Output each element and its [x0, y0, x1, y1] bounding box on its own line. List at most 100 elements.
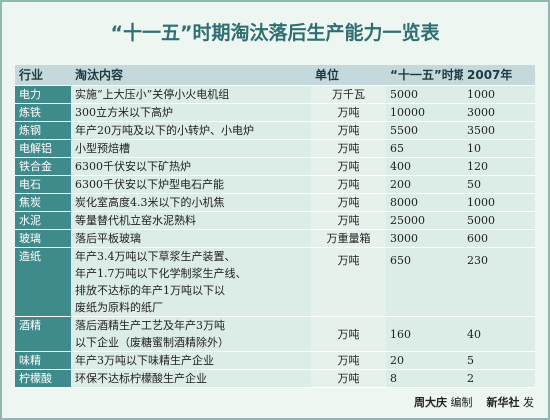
header-row: 行业 淘汰内容 单位 “十一五”时期 2007年	[15, 65, 535, 86]
amount: 230	[463, 247, 535, 317]
unit: 万吨	[311, 103, 386, 122]
column-header: 行业	[15, 65, 71, 86]
content-line: 年产1.7万吨以下化学制浆生产线、	[75, 267, 247, 280]
amount: 1000	[463, 193, 535, 212]
industry: 水泥	[15, 211, 71, 230]
content: 等量替代机立窑水泥熟料	[71, 211, 311, 230]
amount: 65	[386, 139, 463, 158]
content: 炭化室高度4.3米以下的小机焦	[71, 193, 311, 212]
industry: 玻璃	[15, 229, 71, 248]
table-row: 玻璃 落后平板玻璃 万重量箱 3000 600	[15, 229, 535, 248]
publisher: 新华社	[486, 396, 520, 409]
amount: 8	[386, 369, 463, 388]
amount: 650	[386, 247, 463, 317]
amount: 3000	[386, 229, 463, 248]
industry: 味精	[15, 351, 71, 370]
table-row: 电力 实施“上大压小”关停小火电机组 万千瓦 5000 1000	[15, 85, 535, 104]
table-row: 炼钢 年产20万吨及以下的小转炉、小电炉 万吨 5500 3500	[15, 121, 535, 140]
content: 年产3万吨以下味精生产企业	[71, 351, 311, 370]
industry: 电力	[15, 85, 71, 104]
industry: 柠檬酸	[15, 369, 71, 388]
industry: 焦炭	[15, 193, 71, 212]
table-row: 水泥 等量替代机立窑水泥熟料 万吨 25000 5000	[15, 211, 535, 230]
content: 小型预焙槽	[71, 139, 311, 158]
unit: 万吨	[311, 247, 386, 317]
column-header: 单位	[311, 65, 386, 86]
unit: 万吨	[311, 139, 386, 158]
amount: 10	[463, 139, 535, 158]
amount: 5500	[386, 121, 463, 140]
author-role: 编制	[450, 396, 473, 409]
amount: 1000	[463, 85, 535, 104]
table-row: 电解铝 小型预焙槽 万吨 65 10	[15, 139, 535, 158]
content: 6300千伏安以下炉型电石产能	[71, 175, 311, 194]
industry: 造纸	[15, 247, 71, 317]
industry: 酒精	[15, 316, 71, 352]
content-line: 实施“上大压小”关停小火电机组	[75, 88, 230, 101]
table-row: 电石 6300千伏安以下炉型电石产能 万吨 200 50	[15, 175, 535, 194]
content-line: 6300千伏安以下矿热炉	[75, 160, 191, 173]
footer: 周大庆 编制 新华社 发	[414, 394, 534, 410]
industry: 铁合金	[15, 157, 71, 176]
content: 年产20万吨及以下的小转炉、小电炉	[71, 121, 311, 140]
unit: 万吨	[311, 211, 386, 230]
industry: 电解铝	[15, 139, 71, 158]
amount: 5000	[386, 85, 463, 104]
amount: 3000	[463, 103, 535, 122]
unit: 万吨	[311, 175, 386, 194]
amount: 50	[463, 175, 535, 194]
table-row: 味精 年产3万吨以下味精生产企业 万吨 20 5	[15, 351, 535, 370]
unit: 万千瓦	[311, 85, 386, 104]
content-line: 6300千伏安以下炉型电石产能	[75, 178, 224, 191]
column-header: 2007年	[463, 65, 535, 86]
amount: 5	[463, 351, 535, 370]
unit: 万吨	[311, 351, 386, 370]
content-line: 年产3万吨以下味精生产企业	[75, 354, 214, 367]
content-line: 以下企业（废糖蜜制酒精除外）	[75, 336, 229, 349]
unit: 万吨	[311, 193, 386, 212]
unit: 万吨	[311, 157, 386, 176]
column-header: 淘汰内容	[71, 65, 311, 86]
column-header: “十一五”时期	[386, 65, 463, 86]
content-line: 小型预焙槽	[75, 142, 130, 155]
title: “十一五”时期淘汰落后生产能力一览表	[110, 22, 440, 44]
amount: 5000	[463, 211, 535, 230]
content: 落后平板玻璃	[71, 229, 311, 248]
unit: 万吨	[311, 121, 386, 140]
amount: 40	[463, 316, 535, 352]
amount: 25000	[386, 211, 463, 230]
content-line: 落后酒精生产工艺及年产3万吨	[75, 319, 225, 332]
table-row: 柠檬酸 环保不达标柠檬酸生产企业 万吨 8 2	[15, 369, 535, 388]
amount: 10000	[386, 103, 463, 122]
amount: 120	[463, 157, 535, 176]
table: 行业 淘汰内容 单位 “十一五”时期 2007年 电力 实施“上大压小”关停小火电机组 万千…	[15, 65, 535, 388]
amount: 600	[463, 229, 535, 248]
content-line: 炭化室高度4.3米以下的小机焦	[75, 196, 225, 209]
content-line: 300立方米以下高炉	[75, 106, 173, 119]
content-line: 年产20万吨及以下的小转炉、小电炉	[75, 124, 254, 137]
content: 年产3.4万吨以下草浆生产装置、 年产1.7万吨以下化学制浆生产线、 排放不达标的年…	[71, 247, 311, 317]
industry: 电石	[15, 175, 71, 194]
unit: 万重量箱	[311, 229, 386, 248]
content-line: 年产3.4万吨以下草浆生产装置、	[75, 250, 236, 263]
table-row: 炼铁 300立方米以下高炉 万吨 10000 3000	[15, 103, 535, 122]
content: 落后酒精生产工艺及年产3万吨 以下企业（废糖蜜制酒精除外）	[71, 316, 311, 352]
content: 实施“上大压小”关停小火电机组	[71, 85, 311, 104]
amount: 20	[386, 351, 463, 370]
content: 环保不达标柠檬酸生产企业	[71, 369, 311, 388]
amount: 2	[463, 369, 535, 388]
unit: 万吨	[311, 369, 386, 388]
industry: 炼铁	[15, 103, 71, 122]
table-row: 造纸 年产3.4万吨以下草浆生产装置、 年产1.7万吨以下化学制浆生产线、 排放不达标…	[15, 247, 535, 317]
content-line: 废纸为原料的纸厂	[75, 301, 163, 314]
table-row: 铁合金 6300千伏安以下矿热炉 万吨 400 120	[15, 157, 535, 176]
content-line: 落后平板玻璃	[75, 232, 141, 245]
content-line: 排放不达标的年产1万吨以下以	[75, 284, 225, 297]
table-row: 酒精 落后酒精生产工艺及年产3万吨 以下企业（废糖蜜制酒精除外） 万吨 160 40	[15, 316, 535, 352]
amount: 400	[386, 157, 463, 176]
content-line: 等量替代机立窑水泥熟料	[75, 214, 196, 227]
author: 周大庆	[414, 396, 447, 409]
amount: 8000	[386, 193, 463, 212]
content: 300立方米以下高炉	[71, 103, 311, 122]
